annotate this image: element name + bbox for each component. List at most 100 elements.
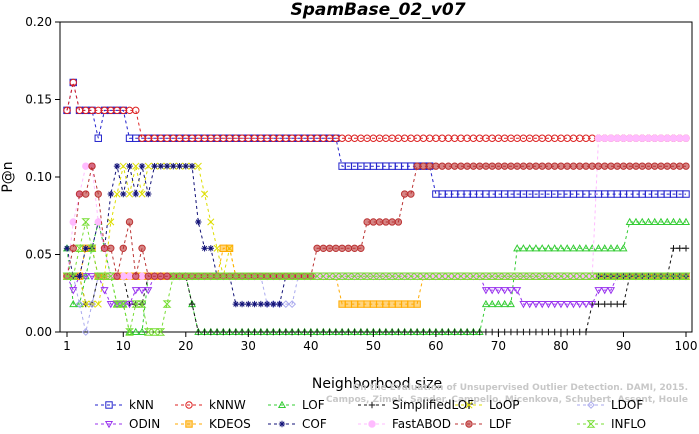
plus-marker: [401, 328, 408, 336]
x-marker: [119, 162, 127, 170]
plus-marker: [413, 328, 421, 336]
plus-marker: [282, 328, 290, 336]
asterisk-marker: [145, 190, 152, 198]
triangle-down-marker: [519, 301, 528, 309]
asterisk-marker: [170, 162, 177, 170]
hourglass-marker: [343, 272, 353, 280]
circle-marker: [94, 218, 102, 226]
hourglass-marker: [337, 272, 347, 280]
circle-marker: [132, 272, 140, 280]
hourglass-marker: [256, 272, 266, 280]
plus-marker: [270, 328, 277, 336]
circle-marker: [438, 162, 446, 170]
hourglass-marker: [625, 272, 635, 280]
circle-marker: [163, 272, 171, 280]
x-marker: [107, 218, 115, 226]
circle-marker: [488, 162, 496, 170]
plus-marker: [368, 401, 376, 409]
hourglass-marker: [412, 272, 422, 280]
asterisk-marker: [63, 245, 71, 252]
triangle-down-marker: [563, 301, 572, 309]
hourglass-marker: [268, 272, 278, 280]
hourglass-marker: [587, 272, 597, 280]
legend-label: ODIN: [129, 417, 160, 431]
circle-marker: [319, 244, 328, 253]
asterisk-marker: [207, 245, 215, 252]
square-marker: [344, 300, 353, 308]
x-ticks: 1 10 20 30 40 50 60 70 80 90 100: [63, 332, 697, 353]
legend-label: LDF: [489, 417, 512, 431]
square-marker: [94, 134, 102, 142]
hourglass-marker: [418, 272, 428, 280]
hourglass-marker: [481, 272, 491, 280]
plus-marker: [582, 328, 590, 336]
circle-marker: [119, 244, 127, 253]
hourglass-marker: [375, 272, 385, 280]
series-line: [66, 82, 686, 139]
plus-marker: [676, 245, 683, 252]
plus-marker: [463, 328, 471, 336]
hourglass-marker: [381, 272, 391, 280]
asterisk-marker: [238, 300, 246, 308]
hourglass-marker: [100, 272, 109, 280]
circle-marker: [375, 218, 384, 226]
circle-marker: [638, 134, 646, 142]
hourglass-marker: [312, 272, 322, 280]
triangle-down-marker: [494, 287, 503, 295]
hourglass-marker: [400, 272, 410, 280]
circle-marker: [94, 190, 102, 198]
legend-item: kNN: [95, 398, 154, 412]
x-tick-label: 50: [366, 339, 381, 353]
hourglass-marker: [600, 272, 610, 280]
asterisk-marker: [157, 162, 164, 170]
series-loop: [63, 162, 690, 308]
plus-marker: [238, 328, 246, 336]
circle-marker: [651, 134, 659, 142]
triangle-down-marker: [600, 287, 609, 295]
plus-marker: [564, 328, 571, 336]
circle-marker: [594, 134, 603, 142]
triangle-down-marker: [131, 287, 140, 295]
legend-item: FastABOD: [358, 417, 451, 431]
hourglass-marker: [162, 300, 172, 308]
hourglass-marker: [606, 272, 616, 280]
triangle-marker: [506, 299, 515, 308]
asterisk-marker: [138, 162, 146, 170]
triangle-down-marker: [544, 301, 553, 309]
plus-marker: [532, 328, 540, 336]
triangle-down-marker: [588, 301, 597, 309]
circle-marker: [550, 162, 559, 170]
legend-item: COF: [268, 417, 327, 431]
hourglass-marker: [131, 300, 141, 308]
circle-marker: [357, 244, 365, 253]
circle-marker: [607, 134, 615, 142]
circle-marker: [369, 218, 378, 226]
circle-marker: [663, 134, 671, 142]
circle-marker: [525, 162, 534, 170]
plus-marker: [382, 328, 390, 336]
hourglass-marker: [331, 272, 341, 280]
triangle-down-marker: [525, 301, 534, 309]
triangle-marker: [137, 327, 147, 336]
plus-marker: [351, 328, 358, 336]
hourglass-marker: [225, 272, 234, 280]
asterisk-marker: [113, 162, 121, 170]
circle-marker: [657, 162, 665, 170]
circle-marker: [619, 162, 628, 170]
hourglass-marker: [306, 272, 316, 280]
chart-title: SpamBase_02_v07: [290, 0, 465, 20]
circle-marker: [657, 134, 665, 142]
hourglass-marker: [262, 272, 272, 280]
series-knnw: [63, 78, 690, 142]
plus-marker: [363, 328, 371, 336]
plus-marker: [545, 328, 552, 336]
triangle-marker: [488, 299, 497, 308]
circle-marker: [113, 272, 121, 280]
circle-marker: [82, 190, 90, 198]
plus-marker: [420, 328, 427, 336]
asterisk-marker: [263, 300, 271, 308]
diamond-marker: [75, 300, 84, 309]
square-marker: [105, 401, 113, 409]
plus-marker: [445, 328, 452, 336]
triangle-marker: [638, 217, 647, 226]
